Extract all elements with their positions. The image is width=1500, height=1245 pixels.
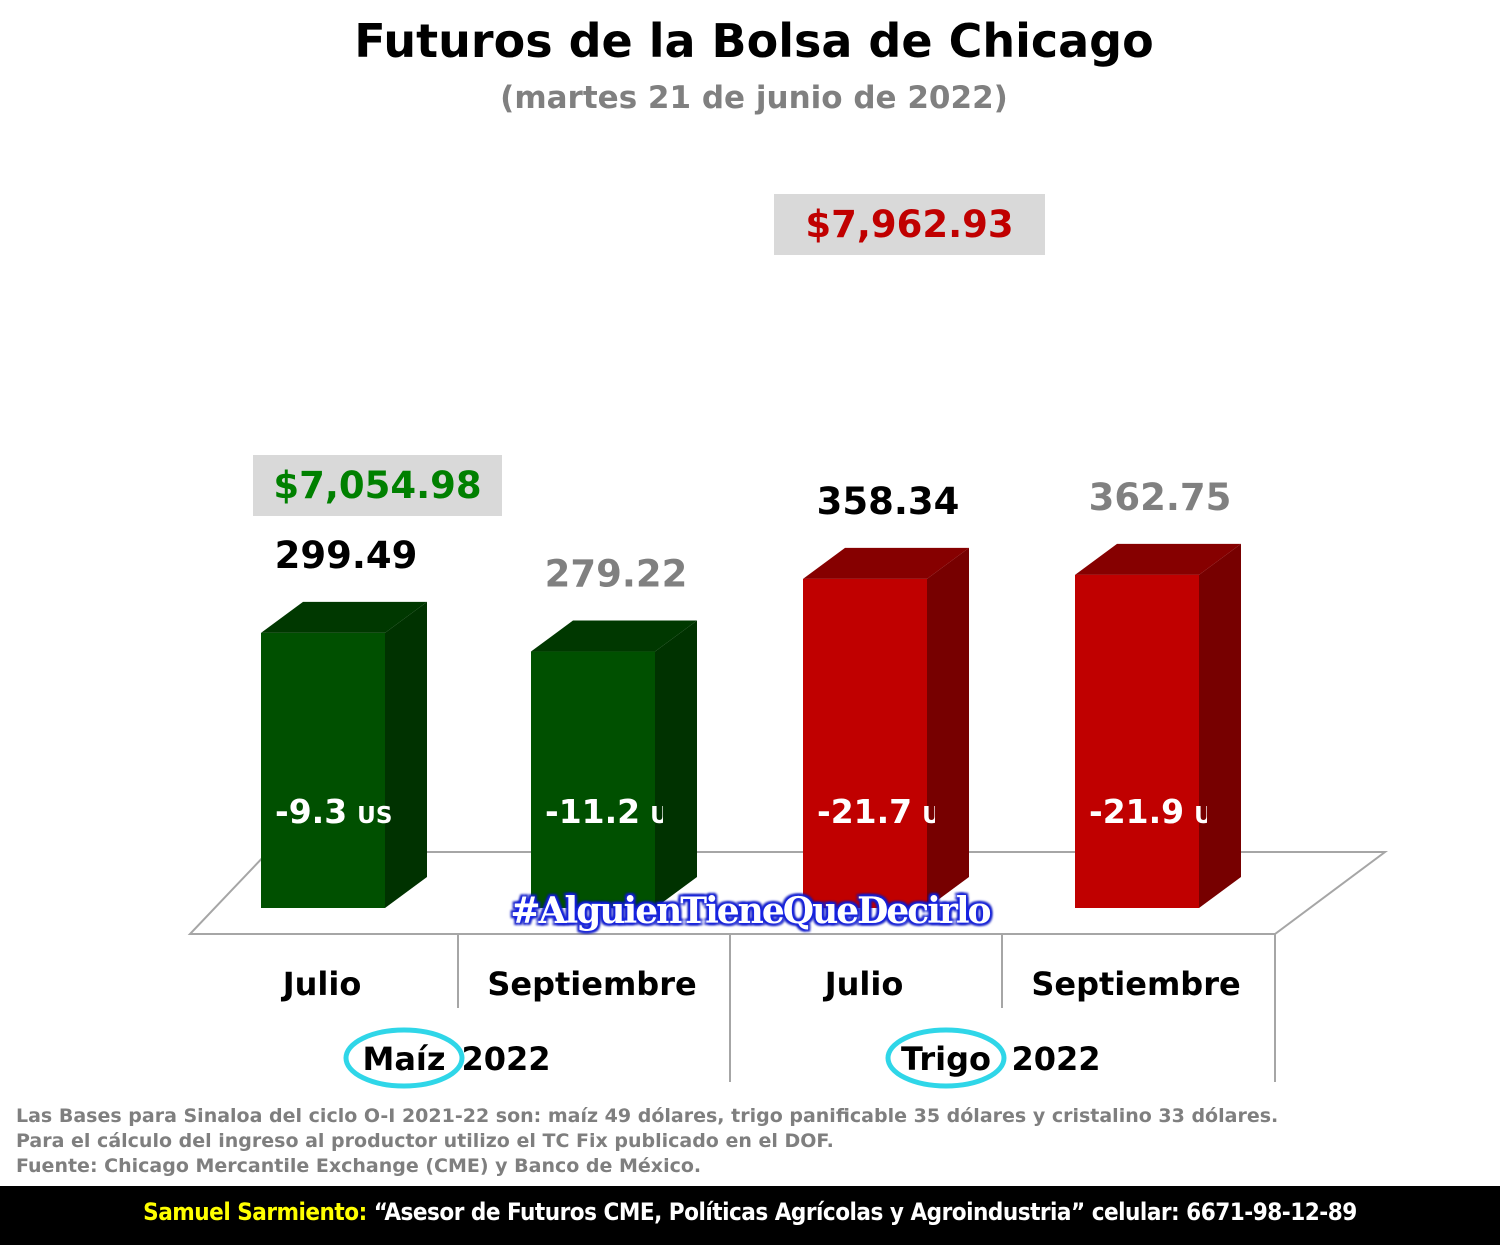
price-box xyxy=(253,455,502,516)
bar-base-unit: USD xyxy=(650,803,704,829)
price-box-label: $7,054.98 xyxy=(273,464,481,507)
bar-3 xyxy=(803,547,969,908)
group-crop-label: Maíz xyxy=(362,1040,445,1078)
footer-text: “Asesor de Futuros CME, Políticas Agríco… xyxy=(366,1198,1358,1226)
bar-side-face xyxy=(655,620,697,908)
bar-base-unit: USD xyxy=(1194,803,1248,829)
bar-top-face xyxy=(1075,543,1241,575)
footer-banner: Samuel Sarmiento: “Asesor de Futuros CME… xyxy=(0,1186,1500,1245)
bar-side-face xyxy=(927,547,969,908)
bar-front-face xyxy=(261,632,385,908)
bar-top-face xyxy=(803,547,969,579)
bar-value-label: 299.49 xyxy=(275,534,418,577)
bar-base-label: -21.9 USD xyxy=(1089,792,1248,831)
bar-front-face xyxy=(531,651,655,908)
bar-value-label: 358.34 xyxy=(817,480,960,523)
category-label: Julio xyxy=(823,965,904,1003)
bar-base-label: -11.2 USD xyxy=(545,792,704,831)
note-line: Para el cálculo del ingreso al productor… xyxy=(16,1130,834,1152)
crop-highlight-circle xyxy=(885,1027,1007,1089)
price-box-label: $7,962.93 xyxy=(805,203,1013,246)
bar-top-face xyxy=(531,620,697,652)
bar-base-value: -9.3 xyxy=(275,792,347,831)
bar-2 xyxy=(531,620,697,908)
bar-base-value: -21.9 xyxy=(1089,792,1184,831)
price-box xyxy=(774,194,1045,255)
bar-base-label: -9.3 USD xyxy=(275,792,412,831)
bar-base-unit: USD xyxy=(922,803,976,829)
category-label: Septiembre xyxy=(487,965,696,1003)
crop-highlight-circle xyxy=(343,1027,465,1089)
bar-base-value: -11.2 xyxy=(545,792,640,831)
bar-value-label: 362.75 xyxy=(1089,476,1232,519)
chart-title: Futuros de la Bolsa de Chicago xyxy=(354,14,1154,68)
group-crop-label: Trigo xyxy=(901,1040,991,1078)
hashtag-watermark: #AlguienTieneQueDecirlo xyxy=(510,890,991,932)
note-line: Fuente: Chicago Mercantile Exchange (CME… xyxy=(16,1155,702,1177)
bar-front-face xyxy=(1075,574,1199,908)
bar-4 xyxy=(1075,543,1241,908)
category-label: Septiembre xyxy=(1031,965,1240,1003)
bar-top-face xyxy=(261,601,427,633)
note-line: Las Bases para Sinaloa del ciclo O-I 202… xyxy=(16,1105,1279,1127)
footer-author: Samuel Sarmiento: xyxy=(143,1198,367,1226)
bar-1 xyxy=(261,601,427,908)
bar-chart: 299.49 -9.3 USD Julio 279.22 -11.2 USD Septiemb… xyxy=(187,194,1389,1089)
chart-notes: Las Bases para Sinaloa del ciclo O-I 202… xyxy=(16,1104,1486,1179)
bar-front-face xyxy=(803,578,927,908)
bar-side-face xyxy=(385,601,427,908)
category-label: Julio xyxy=(281,965,362,1003)
bar-side-face xyxy=(1199,543,1241,908)
bar-base-value: -21.7 xyxy=(817,792,912,831)
chart-subtitle: (martes 21 de junio de 2022) xyxy=(500,80,1008,116)
bar-value-label: 279.22 xyxy=(545,553,688,596)
bar-base-label: -21.7 USD xyxy=(817,792,976,831)
group-year-label: 2022 xyxy=(461,1040,550,1078)
group-year-label: 2022 xyxy=(1011,1040,1100,1078)
bar-base-unit: USD xyxy=(357,803,411,829)
